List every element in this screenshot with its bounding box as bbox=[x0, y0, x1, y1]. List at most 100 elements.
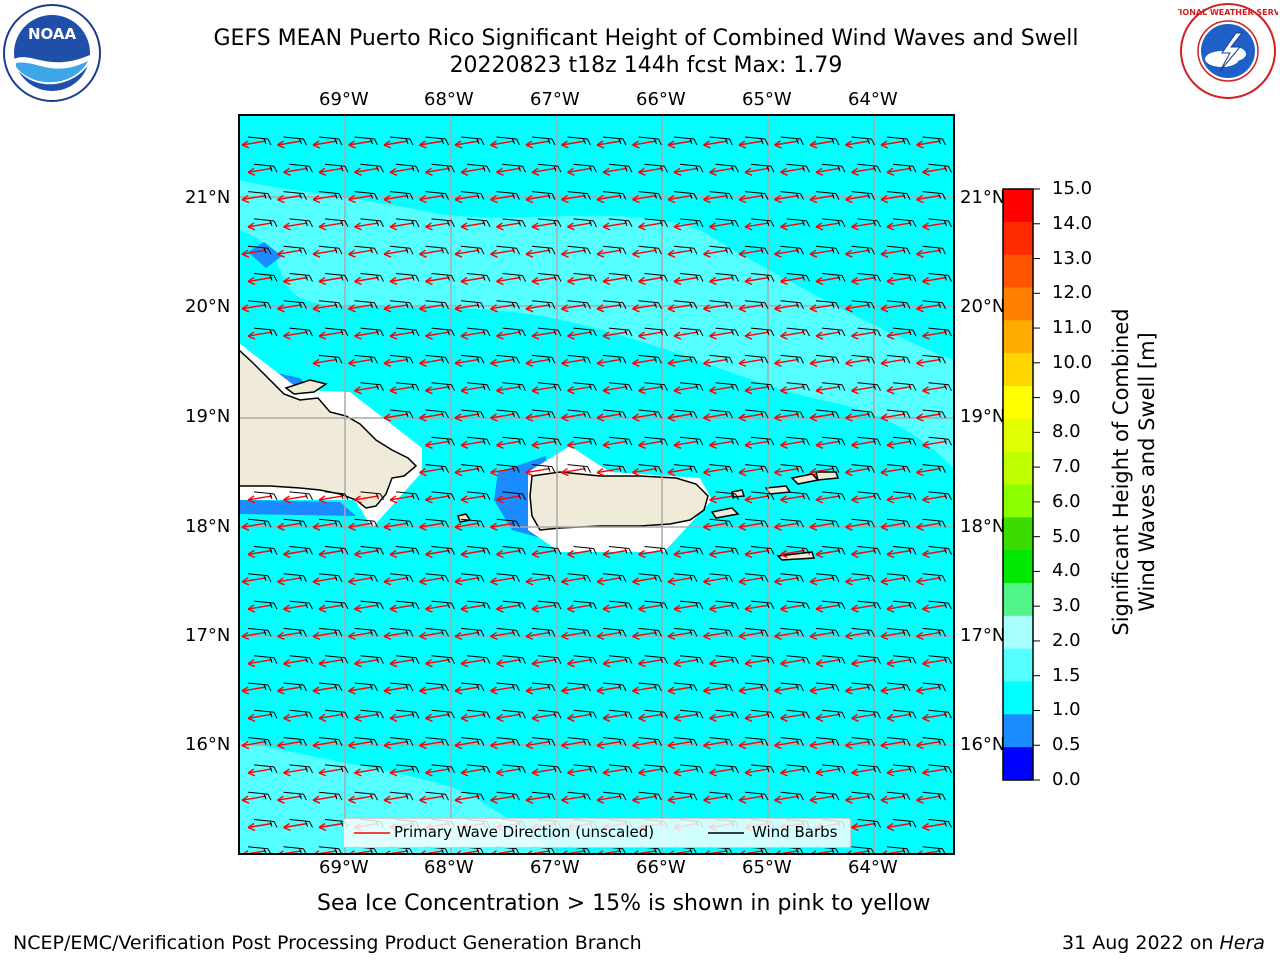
wind-barb bbox=[857, 600, 881, 610]
wave-arrow bbox=[525, 249, 551, 258]
lat-label-left: 17°N bbox=[185, 625, 231, 646]
wave-arrow bbox=[709, 222, 734, 231]
wave-arrow bbox=[389, 331, 415, 340]
wave-arrow bbox=[667, 249, 693, 258]
wave-arrow bbox=[922, 604, 947, 613]
wave-arrow bbox=[318, 713, 344, 722]
wind-barb bbox=[537, 382, 562, 391]
wave-arrow bbox=[354, 713, 379, 722]
wind-barb bbox=[821, 546, 846, 555]
wave-arrow bbox=[815, 659, 841, 668]
wind-barb bbox=[744, 518, 769, 528]
wind-barb bbox=[679, 327, 704, 337]
wind-barb bbox=[857, 546, 881, 555]
wave-arrow bbox=[880, 140, 906, 149]
wind-barb bbox=[318, 354, 343, 364]
wind-barb bbox=[460, 682, 485, 692]
wave-arrow bbox=[744, 331, 770, 340]
colorbar-tick-label: 6.0 bbox=[1052, 490, 1081, 512]
wind-barb bbox=[567, 737, 591, 746]
wave-arrow bbox=[383, 522, 409, 531]
wind-barb bbox=[502, 600, 526, 610]
noaa-logo: NOAA bbox=[2, 3, 102, 103]
wave-arrow bbox=[460, 549, 486, 559]
wind-barb bbox=[638, 136, 662, 146]
wind-barb bbox=[253, 764, 278, 774]
wave-arrow bbox=[383, 358, 409, 368]
wind-barb bbox=[780, 136, 804, 146]
wave-arrow bbox=[419, 358, 444, 368]
wave-arrow bbox=[880, 686, 906, 695]
wind-barb bbox=[395, 764, 420, 774]
wind-barb bbox=[673, 464, 698, 473]
wave-arrow bbox=[916, 577, 941, 586]
wave-arrow bbox=[632, 194, 657, 204]
wave-arrow bbox=[241, 686, 267, 695]
wind-barb bbox=[886, 245, 911, 255]
wind-barb bbox=[928, 491, 952, 501]
wind-barb bbox=[573, 273, 597, 282]
wave-arrow bbox=[709, 386, 734, 395]
wave-arrow bbox=[809, 413, 835, 422]
wave-arrow bbox=[596, 304, 622, 313]
wave-arrow bbox=[389, 222, 415, 231]
wave-arrow bbox=[496, 386, 521, 395]
wave-arrow bbox=[880, 304, 906, 313]
wind-barb bbox=[886, 191, 911, 200]
wave-arrow bbox=[774, 467, 799, 477]
wind-barb bbox=[715, 491, 739, 501]
wind-barb bbox=[567, 682, 591, 692]
wave-arrow bbox=[673, 659, 699, 668]
wave-arrow bbox=[277, 631, 302, 641]
wind-barb bbox=[673, 627, 698, 637]
wind-barb bbox=[431, 163, 455, 173]
wind-barb bbox=[531, 300, 556, 310]
wave-arrow bbox=[632, 850, 657, 854]
wind-barb bbox=[567, 464, 591, 473]
wave-arrow bbox=[460, 222, 486, 231]
wave-arrow bbox=[318, 604, 344, 613]
wind-barb bbox=[602, 573, 627, 583]
wave-arrow bbox=[738, 140, 764, 149]
wind-barb bbox=[567, 191, 591, 200]
wind-barb bbox=[537, 709, 562, 719]
wave-arrow bbox=[738, 413, 764, 422]
wave-arrow bbox=[703, 850, 728, 854]
wind-barb bbox=[892, 655, 917, 664]
wave-arrow bbox=[851, 659, 876, 668]
wind-barb bbox=[750, 491, 775, 501]
wave-arrow bbox=[815, 495, 841, 504]
wind-barb bbox=[780, 300, 804, 310]
wave-arrow bbox=[383, 850, 409, 854]
wave-arrow bbox=[602, 659, 628, 668]
wind-barb bbox=[638, 191, 662, 200]
wave-arrow bbox=[419, 249, 444, 258]
wave-arrow bbox=[916, 194, 941, 204]
wave-arrow bbox=[886, 386, 912, 395]
wind-barb bbox=[360, 546, 384, 555]
wind-barb bbox=[673, 245, 698, 255]
wave-arrow bbox=[454, 358, 480, 368]
wave-arrow bbox=[922, 386, 947, 395]
wind-barb bbox=[460, 573, 485, 583]
wave-arrow bbox=[845, 304, 870, 313]
colorbar-tick-label: 7.0 bbox=[1052, 456, 1081, 478]
footer-date: 31 Aug 2022 on bbox=[1062, 932, 1220, 954]
wave-arrow bbox=[318, 659, 344, 668]
wind-barb bbox=[780, 573, 804, 583]
wave-arrow bbox=[845, 140, 870, 149]
wind-barb bbox=[673, 573, 698, 583]
wave-arrow bbox=[561, 140, 586, 149]
lon-label-bottom: 68°W bbox=[424, 857, 474, 878]
wave-arrow bbox=[774, 522, 799, 531]
wind-barb bbox=[928, 273, 952, 282]
wave-arrow bbox=[596, 686, 622, 695]
wind-barb bbox=[928, 327, 952, 337]
wind-barb bbox=[389, 737, 414, 746]
island bbox=[764, 485, 792, 495]
wind-barb bbox=[922, 300, 946, 310]
wave-arrow bbox=[780, 276, 805, 286]
wave-arrow bbox=[596, 631, 622, 641]
wave-arrow bbox=[886, 222, 912, 231]
wave-arrow bbox=[425, 659, 450, 668]
